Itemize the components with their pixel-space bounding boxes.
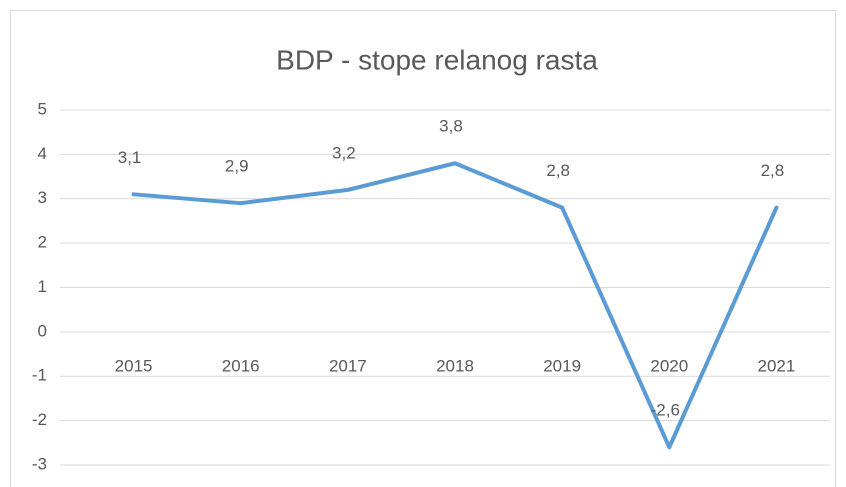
data-label: -2,6 bbox=[651, 401, 680, 420]
x-tick-label: 2015 bbox=[115, 356, 153, 375]
chart-border bbox=[10, 10, 836, 487]
y-tick-label: 4 bbox=[38, 144, 47, 163]
y-tick-label: 0 bbox=[38, 321, 47, 340]
data-label: 3,2 bbox=[332, 143, 356, 162]
data-label: 2,9 bbox=[225, 157, 249, 176]
y-tick-label: -2 bbox=[32, 410, 47, 429]
x-tick-label: 2017 bbox=[329, 356, 367, 375]
x-tick-label: 2020 bbox=[650, 356, 688, 375]
data-label: 2,8 bbox=[546, 161, 570, 180]
y-tick-label: -1 bbox=[32, 366, 47, 385]
y-tick-label: 2 bbox=[38, 233, 47, 252]
y-tick-label: 1 bbox=[38, 277, 47, 296]
data-label: 3,1 bbox=[118, 148, 142, 167]
x-tick-label: 2018 bbox=[436, 356, 474, 375]
x-tick-label: 2021 bbox=[758, 356, 796, 375]
data-label: 2,8 bbox=[761, 161, 785, 180]
x-tick-label: 2019 bbox=[543, 356, 581, 375]
y-tick-label: 3 bbox=[38, 188, 47, 207]
y-tick-label: -3 bbox=[32, 454, 47, 473]
data-line bbox=[131, 161, 779, 450]
x-tick-label: 2016 bbox=[222, 356, 260, 375]
data-label: 3,8 bbox=[439, 117, 463, 136]
y-tick-label: 5 bbox=[38, 99, 47, 118]
chart-title: BDP - stope relanog rasta bbox=[276, 44, 598, 75]
